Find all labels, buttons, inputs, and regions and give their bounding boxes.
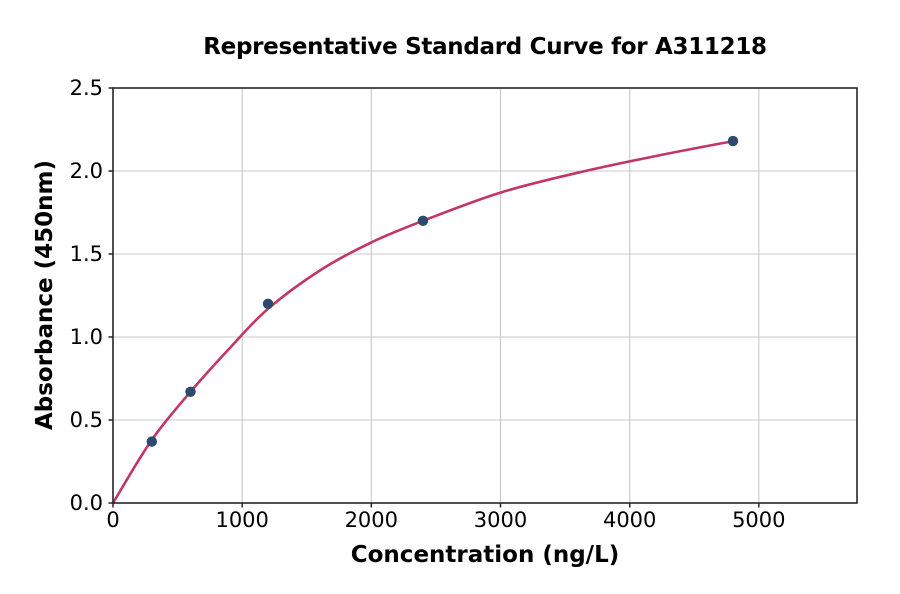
x-tick-label: 3000 [473,508,528,532]
data-point [146,436,157,447]
x-tick-label: 1000 [215,508,269,532]
data-point [185,386,196,397]
plot-frame [112,87,858,504]
data-point [417,215,429,226]
x-tick-label: 4000 [602,508,657,532]
data-point [262,298,274,309]
x-axis-label: Concentration (ng/L) [350,542,620,568]
x-tick-label: 0 [106,508,120,532]
y-tick-label: 1.5 [69,242,103,266]
y-tick-label: 0.5 [69,408,103,432]
y-tick-label: 2.0 [69,159,103,183]
data-point [727,135,739,147]
y-axis-label: Absorbance (450nm) [32,159,58,431]
chart-title: Representative Standard Curve for A31121… [203,34,767,60]
y-tick-label: 0.0 [69,491,103,515]
y-tick-label: 2.5 [69,76,103,100]
fitted-curve [111,139,735,505]
y-tick-label: 1.0 [69,325,103,349]
x-tick-label: 2000 [344,508,399,532]
x-tick-label: 5000 [732,508,786,532]
